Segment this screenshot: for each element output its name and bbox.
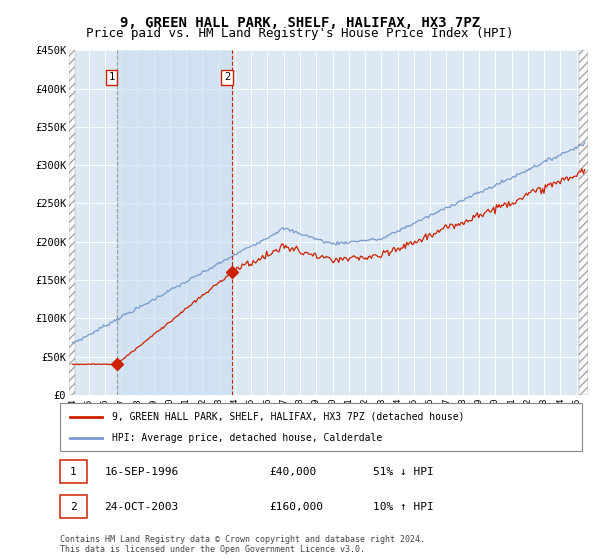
Text: Price paid vs. HM Land Registry's House Price Index (HPI): Price paid vs. HM Land Registry's House … [86, 27, 514, 40]
Text: Contains HM Land Registry data © Crown copyright and database right 2024.
This d: Contains HM Land Registry data © Crown c… [60, 535, 425, 554]
Bar [69, 50, 74, 395]
Text: 16-SEP-1996: 16-SEP-1996 [104, 467, 179, 477]
FancyBboxPatch shape [60, 495, 87, 518]
Text: 10% ↑ HPI: 10% ↑ HPI [373, 502, 434, 511]
Text: 24-OCT-2003: 24-OCT-2003 [104, 502, 179, 511]
Bar [580, 50, 588, 395]
Text: 2: 2 [224, 72, 230, 82]
Text: 51% ↓ HPI: 51% ↓ HPI [373, 467, 434, 477]
Text: 1: 1 [109, 72, 115, 82]
Text: 9, GREEN HALL PARK, SHELF, HALIFAX, HX3 7PZ: 9, GREEN HALL PARK, SHELF, HALIFAX, HX3 … [120, 16, 480, 30]
FancyBboxPatch shape [60, 460, 87, 483]
Text: 9, GREEN HALL PARK, SHELF, HALIFAX, HX3 7PZ (detached house): 9, GREEN HALL PARK, SHELF, HALIFAX, HX3 … [112, 412, 465, 422]
FancyBboxPatch shape [60, 403, 582, 451]
Text: 2: 2 [70, 502, 77, 511]
Text: £40,000: £40,000 [269, 467, 316, 477]
Text: HPI: Average price, detached house, Calderdale: HPI: Average price, detached house, Cald… [112, 433, 382, 443]
Bar [116, 50, 232, 395]
Text: £160,000: £160,000 [269, 502, 323, 511]
Text: 1: 1 [70, 467, 77, 477]
